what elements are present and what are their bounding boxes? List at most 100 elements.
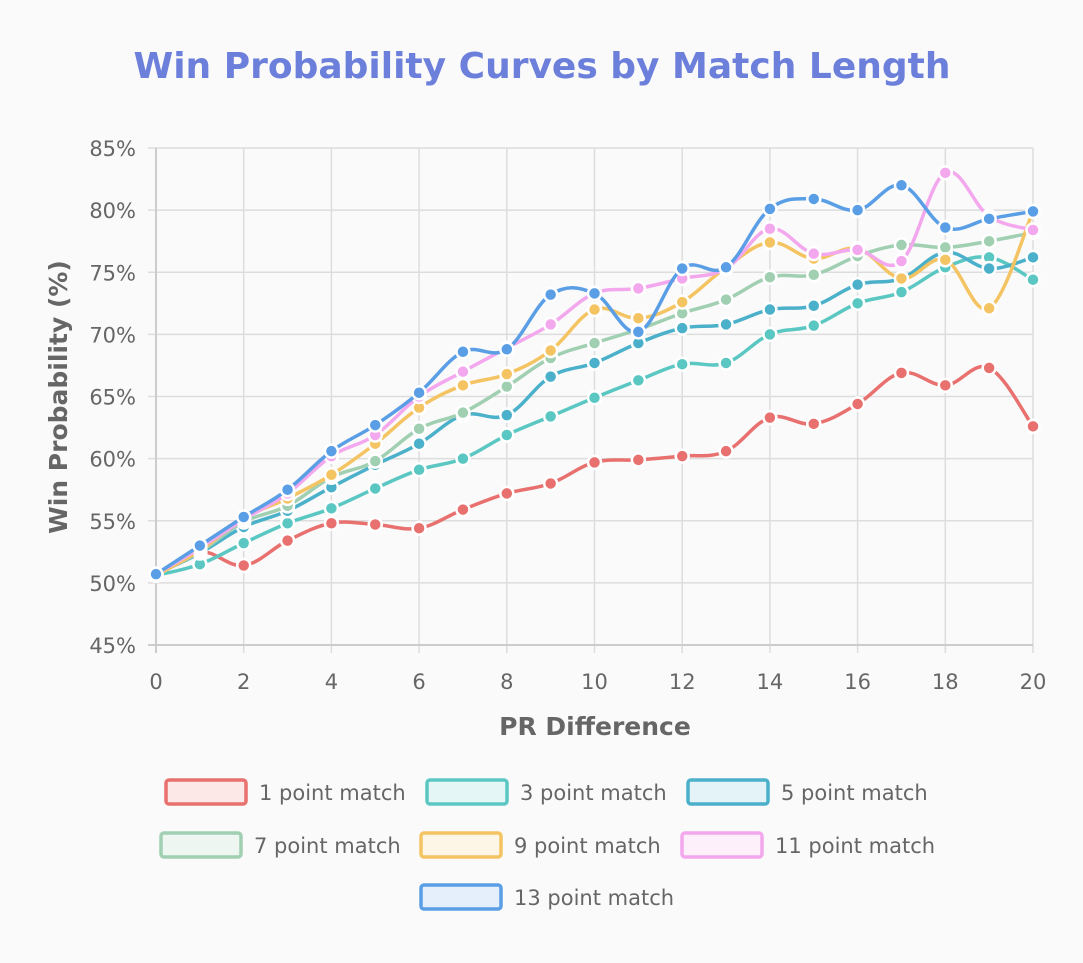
data-point-1-point-match: [981, 360, 997, 376]
data-point-3-point-match: [586, 389, 603, 406]
data-point-3-point-match: [718, 355, 734, 371]
data-point-11-point-match: [849, 242, 866, 258]
x-tick-label: 14: [757, 670, 784, 694]
series-13-point-match: [148, 177, 1041, 582]
data-point-9-point-match: [323, 467, 340, 483]
legend-swatch: [686, 778, 770, 806]
data-point-1-point-match: [411, 520, 427, 536]
data-point-3-point-match: [279, 515, 296, 531]
data-point-13-point-match: [235, 509, 252, 525]
data-point-5-point-match: [542, 368, 559, 385]
data-point-9-point-match: [674, 294, 690, 310]
legend-label: 13 point match: [514, 886, 674, 910]
data-point-11-point-match: [893, 253, 910, 269]
data-point-3-point-match: [455, 450, 471, 467]
legend-item-3-point-match: 3 point match: [425, 778, 667, 806]
data-point-13-point-match: [499, 341, 515, 358]
data-point-5-point-match: [849, 276, 866, 293]
legend-item-13-point-match: 13 point match: [419, 883, 674, 911]
series-layer: [148, 165, 1041, 584]
data-point-13-point-match: [455, 344, 471, 360]
data-point-5-point-match: [674, 320, 690, 336]
data-point-7-point-match: [411, 421, 427, 437]
y-tick-label: 55%: [89, 510, 136, 534]
data-point-1-point-match: [762, 409, 778, 426]
data-point-7-point-match: [893, 237, 910, 253]
data-point-7-point-match: [367, 453, 383, 469]
legend-label: 11 point match: [775, 834, 935, 858]
data-point-1-point-match: [718, 443, 734, 459]
data-point-7-point-match: [718, 291, 734, 308]
legend-item-11-point-match: 11 point match: [680, 831, 935, 859]
data-point-3-point-match: [367, 480, 383, 497]
data-point-7-point-match: [762, 269, 778, 285]
legend-label: 9 point match: [514, 834, 661, 858]
data-point-9-point-match: [542, 342, 559, 359]
data-point-1-point-match: [367, 516, 383, 533]
legend-swatch: [159, 831, 243, 859]
data-point-3-point-match: [499, 427, 515, 443]
legend-label: 5 point match: [781, 781, 928, 805]
data-point-3-point-match: [674, 356, 690, 372]
data-point-13-point-match: [323, 443, 340, 459]
data-point-3-point-match: [542, 408, 559, 425]
legend-label: 1 point match: [259, 781, 406, 805]
y-tick-label: 50%: [89, 572, 136, 596]
data-point-13-point-match: [762, 201, 778, 217]
legend-swatch: [425, 778, 509, 806]
x-tick-label: 2: [237, 670, 250, 694]
data-point-11-point-match: [762, 221, 778, 237]
data-point-9-point-match: [455, 377, 471, 394]
data-point-13-point-match: [937, 219, 954, 236]
data-point-5-point-match: [981, 260, 997, 277]
data-point-1-point-match: [586, 454, 603, 471]
x-tick-label: 4: [325, 670, 338, 694]
legend-swatch: [680, 831, 764, 859]
data-point-9-point-match: [937, 252, 954, 268]
data-point-3-point-match: [1025, 271, 1041, 288]
data-point-11-point-match: [542, 316, 559, 333]
chart-title: Win Probability Curves by Match Length: [134, 46, 951, 87]
legend: 1 point match 3 point match 5 point match 7…: [159, 778, 935, 911]
data-point-13-point-match: [806, 191, 822, 207]
data-point-1-point-match: [630, 452, 647, 468]
data-point-1-point-match: [455, 501, 471, 518]
y-tick-label: 75%: [89, 261, 136, 285]
legend-item-9-point-match: 9 point match: [419, 831, 661, 859]
data-point-3-point-match: [323, 500, 340, 517]
data-point-3-point-match: [806, 317, 822, 334]
data-point-13-point-match: [192, 537, 208, 554]
data-point-1-point-match: [323, 515, 340, 531]
data-point-13-point-match: [1025, 203, 1041, 220]
legend-item-1-point-match: 1 point match: [164, 778, 406, 806]
x-tick-label: 16: [844, 670, 871, 694]
data-point-13-point-match: [718, 259, 734, 276]
y-tick-label: 60%: [89, 448, 136, 472]
data-point-3-point-match: [762, 326, 778, 343]
data-point-1-point-match: [849, 396, 866, 412]
data-point-5-point-match: [762, 301, 778, 318]
data-point-1-point-match: [1025, 418, 1041, 435]
data-point-11-point-match: [1025, 222, 1041, 238]
data-point-13-point-match: [411, 385, 427, 401]
data-point-7-point-match: [937, 239, 954, 256]
data-point-7-point-match: [806, 266, 822, 283]
data-point-13-point-match: [674, 260, 690, 277]
data-point-1-point-match: [893, 365, 910, 381]
data-point-9-point-match: [499, 366, 515, 382]
data-point-13-point-match: [148, 566, 164, 582]
x-tick-label: 12: [669, 670, 696, 694]
data-point-5-point-match: [1025, 249, 1041, 266]
data-point-9-point-match: [981, 300, 997, 317]
x-tick-label: 8: [500, 670, 513, 694]
data-point-13-point-match: [586, 285, 603, 302]
y-tick-label: 80%: [89, 199, 136, 223]
data-point-3-point-match: [411, 462, 427, 478]
data-point-3-point-match: [630, 372, 647, 389]
data-point-3-point-match: [893, 284, 910, 300]
data-point-5-point-match: [586, 355, 603, 371]
legend-label: 3 point match: [520, 781, 667, 805]
x-tick-label: 6: [412, 670, 425, 694]
x-tick-label: 10: [581, 670, 608, 694]
data-point-9-point-match: [893, 270, 910, 287]
